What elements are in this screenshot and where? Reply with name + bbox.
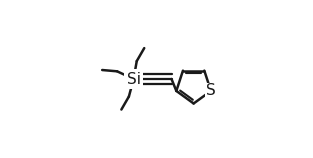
Text: Si: Si — [126, 72, 141, 86]
Text: S: S — [206, 83, 216, 98]
